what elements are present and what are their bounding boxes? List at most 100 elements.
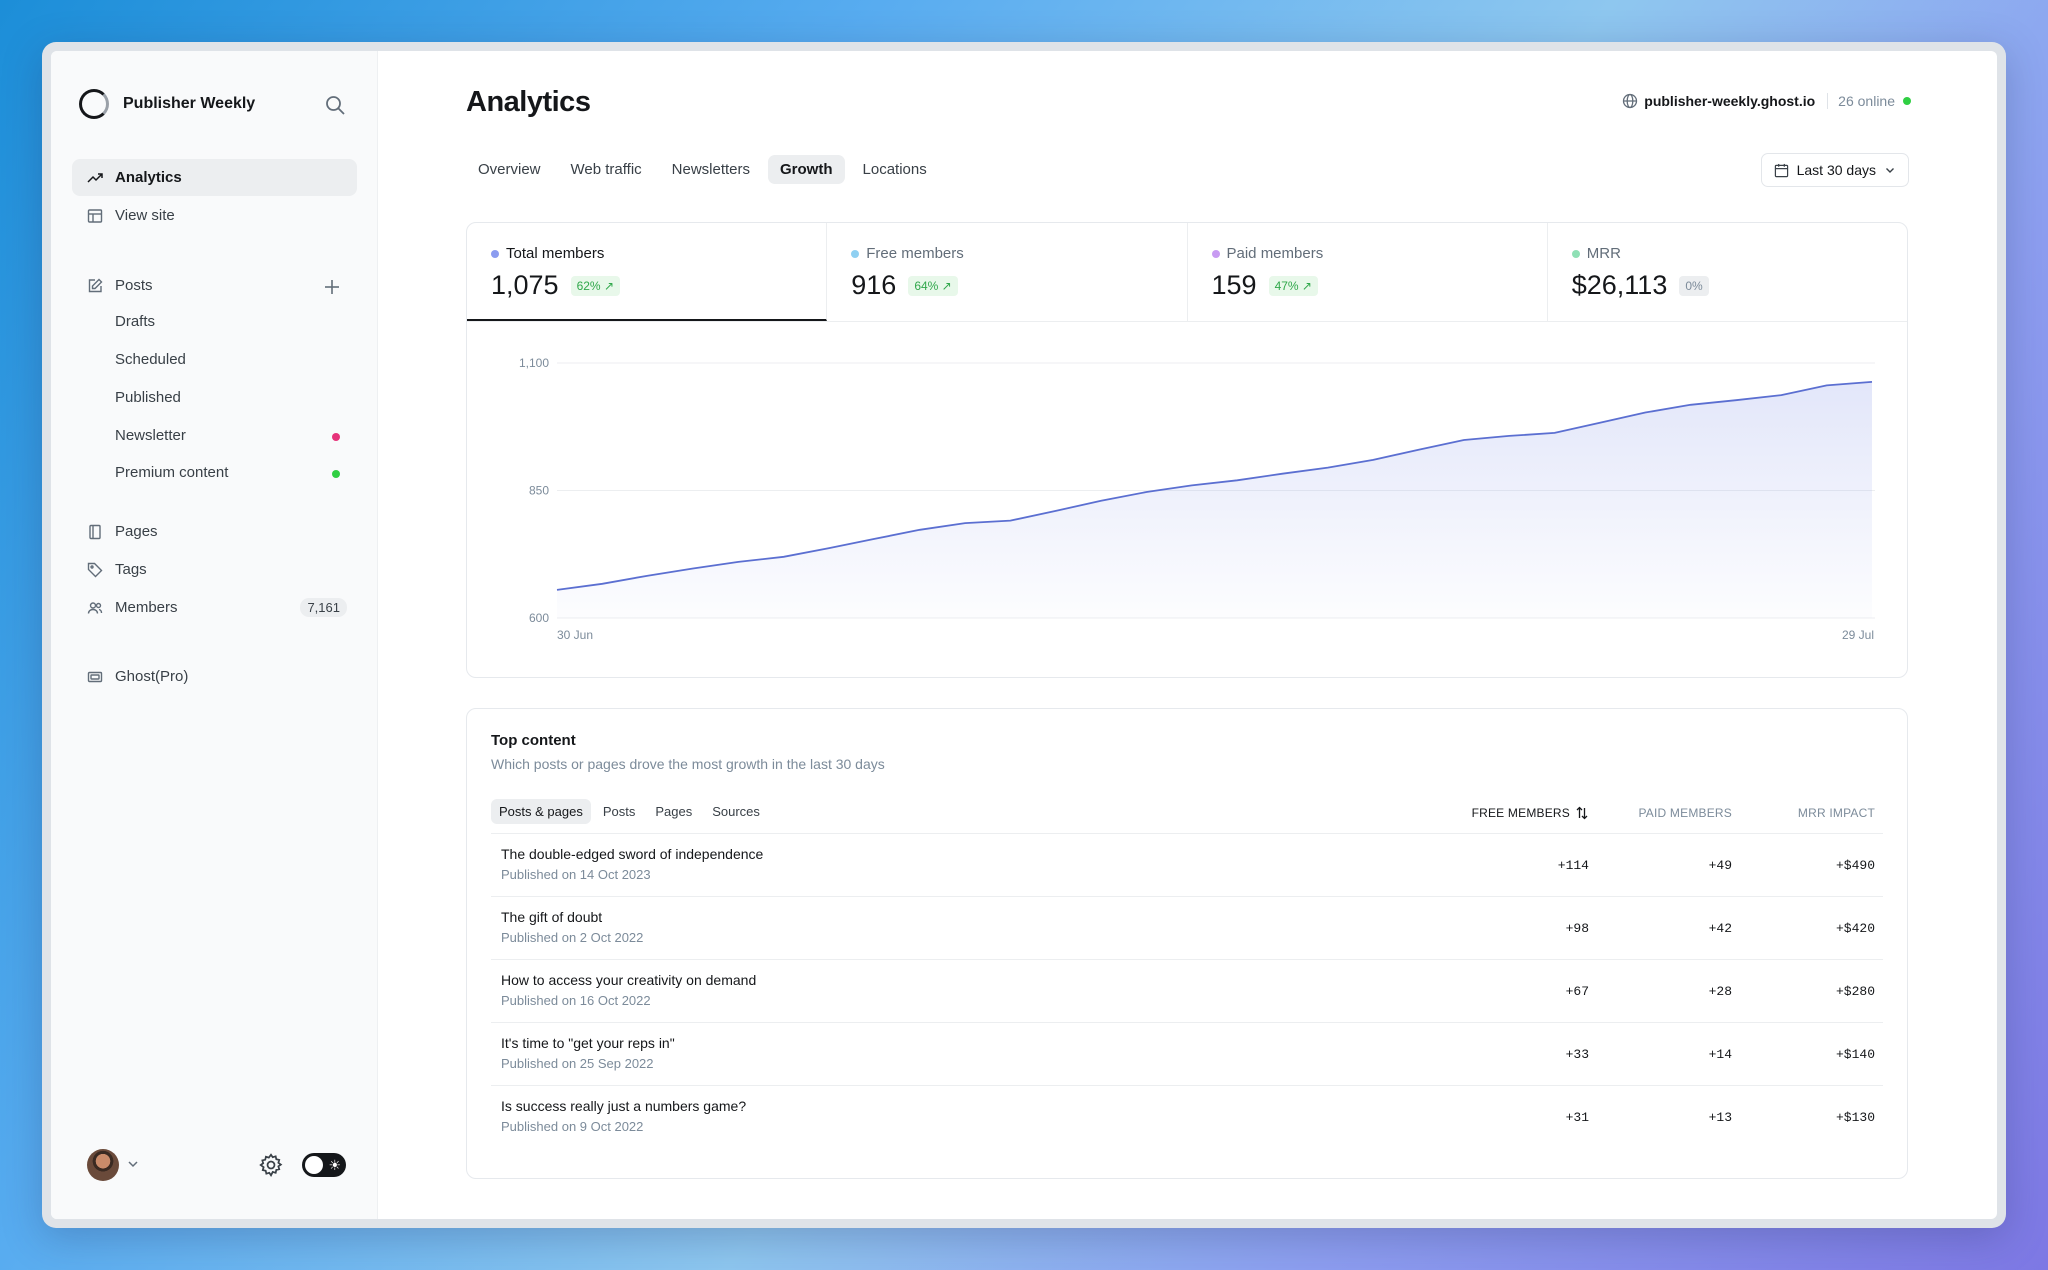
tab-locations[interactable]: Locations — [862, 161, 927, 178]
sidebar-item-analytics[interactable]: Analytics — [72, 159, 357, 196]
x-tick-label: 29 Jul — [1842, 628, 1874, 642]
table-row[interactable]: The gift of doubt Published on 2 Oct 202… — [491, 896, 1883, 959]
kpi-paid-members[interactable]: Paid members 159 47% ↗ — [1188, 223, 1548, 321]
column-header-mrr-impact[interactable]: MRR IMPACT — [1797, 806, 1875, 820]
free-members-value: +98 — [1565, 921, 1589, 936]
kpi-label: Total members — [506, 245, 605, 262]
free-members-value: +33 — [1565, 1047, 1589, 1062]
sidebar-item-label: View site — [115, 207, 175, 224]
post-date: Published on 2 Oct 2022 — [501, 930, 644, 945]
post-date: Published on 14 Oct 2023 — [501, 867, 651, 882]
post-date: Published on 9 Oct 2022 — [501, 1119, 644, 1134]
date-range-select[interactable]: Last 30 days — [1760, 153, 1909, 187]
sidebar-item-label: Ghost(Pro) — [115, 668, 189, 685]
edit-icon — [86, 277, 104, 295]
y-tick-label: 1,100 — [519, 356, 549, 370]
kpi-total-members[interactable]: Total members 1,075 62% ↗ — [467, 223, 828, 321]
sidebar-item-posts[interactable]: Posts — [72, 267, 357, 304]
billing-icon — [86, 668, 104, 686]
page-icon — [86, 523, 104, 541]
gear-icon[interactable] — [258, 1152, 284, 1178]
chevron-down-icon[interactable] — [126, 1157, 140, 1171]
top-content-tabs: Posts & pages Posts Pages Sources — [491, 799, 768, 824]
sidebar-item-label: Analytics — [115, 169, 182, 186]
user-avatar[interactable] — [87, 1149, 119, 1181]
paid-members-value: +14 — [1708, 1047, 1732, 1062]
top-content-card: Top content Which posts or pages drove t… — [466, 708, 1908, 1179]
series-dot — [1211, 249, 1220, 258]
column-header-free-members[interactable]: FREE MEMBERS — [1472, 806, 1589, 820]
trend-icon — [86, 169, 104, 187]
site-logo-icon — [79, 89, 109, 119]
free-members-value: +31 — [1565, 1110, 1589, 1125]
sidebar-item-ghost-pro[interactable]: Ghost(Pro) — [72, 658, 357, 695]
kpi-change-badge: 62% ↗ — [570, 275, 620, 296]
add-post-icon[interactable] — [322, 277, 342, 297]
kpi-change-badge: 0% — [1679, 275, 1709, 296]
sidebar-item-pages[interactable]: Pages — [72, 513, 357, 550]
sidebar-item-members[interactable]: Members 7,161 — [72, 589, 357, 626]
sidebar-item-newsletter[interactable]: Newsletter — [115, 427, 186, 444]
post-date: Published on 25 Sep 2022 — [501, 1056, 654, 1071]
growth-chart-svg: 1,100 850 600 30 Jun 29 Jul — [519, 356, 1875, 642]
brand[interactable]: Publisher Weekly — [79, 89, 255, 119]
tab-web-traffic[interactable]: Web traffic — [570, 161, 642, 178]
kpi-label: Free members — [866, 245, 964, 262]
tab-sources[interactable]: Sources — [712, 804, 760, 819]
kpi-value: 1,075 — [491, 270, 559, 300]
date-range-label: Last 30 days — [1796, 162, 1876, 178]
top-content-subtitle: Which posts or pages drove the most grow… — [491, 756, 885, 772]
sidebar-item-label: Posts — [115, 277, 153, 294]
post-title: How to access your creativity on demand — [501, 972, 757, 988]
table-row[interactable]: Is success really just a numbers game? P… — [491, 1085, 1883, 1148]
sidebar-item-drafts[interactable]: Drafts — [115, 313, 156, 330]
kpi-value: 159 — [1211, 270, 1257, 300]
column-header-paid-members[interactable]: PAID MEMBERS — [1638, 806, 1732, 820]
table-row[interactable]: It's time to "get your reps in" Publishe… — [491, 1022, 1883, 1085]
toggle-knob — [305, 1156, 323, 1174]
tab-newsletters[interactable]: Newsletters — [671, 161, 751, 178]
app: Publisher Weekly Analytics View site Pos… — [51, 51, 1997, 1219]
post-title: It's time to "get your reps in" — [501, 1035, 675, 1051]
tab-pages[interactable]: Pages — [655, 804, 693, 819]
tab-overview[interactable]: Overview — [478, 161, 541, 178]
free-members-value: +67 — [1565, 984, 1589, 999]
kpi-change-badge: 64% ↗ — [908, 275, 958, 296]
y-tick-label: 600 — [529, 611, 549, 625]
kpi-row: Total members 1,075 62% ↗ Free members 91… — [467, 223, 1907, 322]
chart-line — [556, 381, 1873, 591]
theme-toggle[interactable]: ☀ — [302, 1153, 346, 1177]
post-title: Is success really just a numbers game? — [501, 1098, 747, 1114]
mrr-impact-value: +$280 — [1835, 984, 1875, 999]
brand-name: Publisher Weekly — [123, 95, 256, 112]
growth-chart: 1,100 850 600 30 Jun 29 Jul — [467, 323, 1907, 675]
paid-members-value: +49 — [1708, 858, 1732, 873]
sidebar-item-view-site[interactable]: View site — [72, 197, 357, 234]
sidebar-item-premium-content[interactable]: Premium content — [115, 464, 229, 481]
table-row[interactable]: The double-edged sword of independence P… — [491, 833, 1883, 896]
search-icon[interactable] — [323, 93, 347, 117]
tab-growth[interactable]: Growth — [768, 155, 845, 184]
series-dot — [851, 249, 860, 258]
app-window: Publisher Weekly Analytics View site Pos… — [42, 42, 2006, 1228]
growth-card: Total members 1,075 62% ↗ Free members 91… — [466, 222, 1908, 678]
kpi-change-badge: 47% ↗ — [1268, 275, 1318, 296]
tab-posts[interactable]: Posts — [602, 804, 636, 819]
site-url-link[interactable]: publisher-weekly.ghost.io — [1644, 93, 1816, 109]
kpi-label: MRR — [1586, 245, 1621, 262]
kpi-free-members[interactable]: Free members 916 64% ↗ — [827, 223, 1188, 321]
members-count-badge: 7,161 — [300, 598, 347, 617]
sidebar-item-published[interactable]: Published — [115, 389, 181, 406]
sidebar-item-scheduled[interactable]: Scheduled — [115, 351, 186, 368]
analytics-tabs: Overview Web traffic Newsletters Growth … — [466, 155, 939, 184]
sidebar-item-label: Pages — [115, 523, 158, 540]
table-row[interactable]: How to access your creativity on demand … — [491, 959, 1883, 1022]
sidebar-item-tags[interactable]: Tags — [72, 551, 357, 588]
top-content-table: The double-edged sword of independence P… — [491, 833, 1883, 1148]
sidebar-item-label: Members — [115, 599, 178, 616]
kpi-mrr[interactable]: MRR $26,113 0% — [1548, 223, 1907, 321]
sun-icon: ☀ — [328, 1157, 341, 1173]
kpi-value: $26,113 — [1571, 270, 1668, 300]
sidebar: Publisher Weekly Analytics View site Pos… — [51, 51, 378, 1219]
tab-posts-pages[interactable]: Posts & pages — [491, 799, 591, 824]
